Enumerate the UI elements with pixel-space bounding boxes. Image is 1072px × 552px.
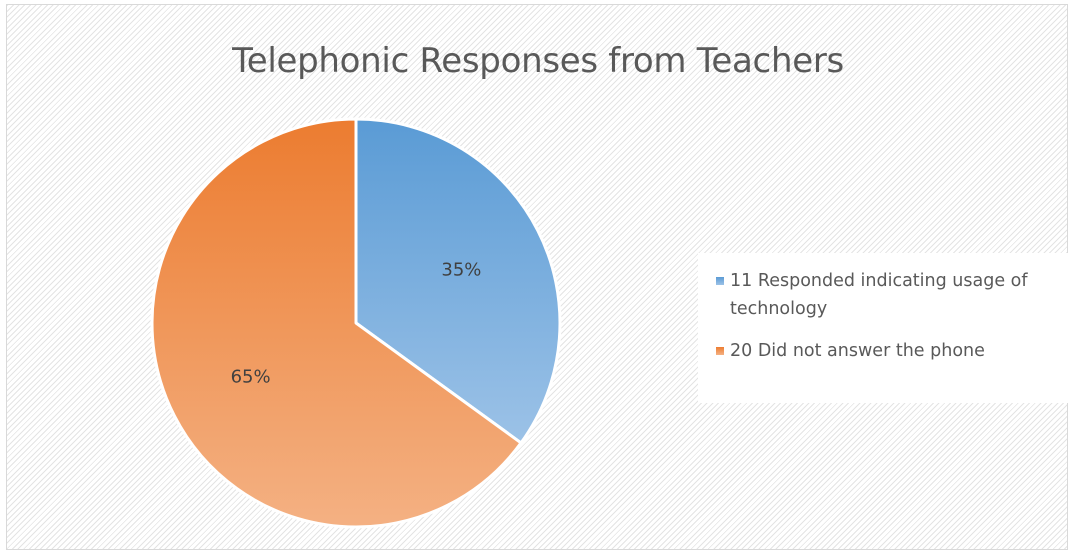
legend-label: 11 Responded indicating usage of technol… <box>716 267 1072 323</box>
legend-item-responded: 11 Responded indicating usage of technol… <box>716 267 1072 323</box>
data-label-responded: 35% <box>441 259 481 280</box>
legend-swatch-orange <box>716 347 724 355</box>
chart-area: Telephonic Responses from Teachers 35% 65… <box>6 4 1068 550</box>
legend-item-no-answer: 20 Did not answer the phone <box>716 337 1072 365</box>
data-label-no-answer: 65% <box>231 367 271 388</box>
legend-swatch-blue <box>716 277 724 285</box>
legend: 11 Responded indicating usage of technol… <box>698 253 1072 403</box>
legend-label: 20 Did not answer the phone <box>716 337 1072 365</box>
